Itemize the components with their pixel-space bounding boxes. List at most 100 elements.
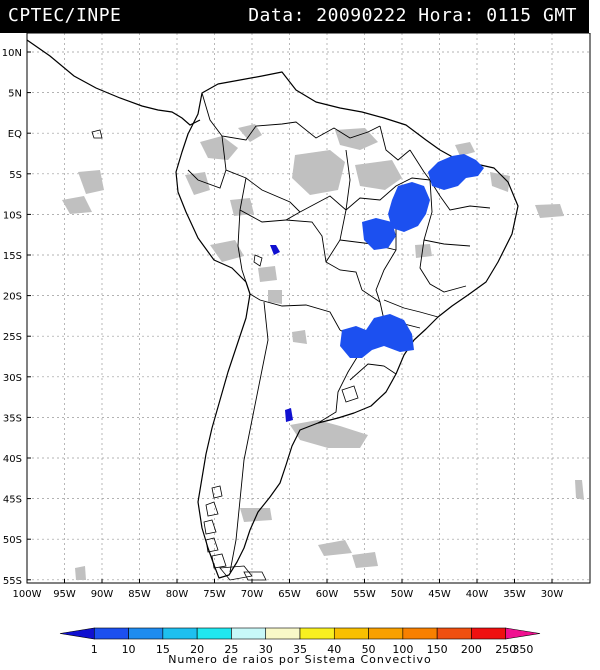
lat-label: 45S: [3, 495, 22, 506]
lon-label: 70W: [241, 589, 264, 600]
lake: [253, 254, 263, 267]
convective-system-small: [285, 408, 293, 422]
colorbar-boxes: [59, 627, 541, 640]
source-label: CPTEC/INPE: [8, 5, 122, 26]
colorbar-box: [162, 627, 198, 640]
colorbar-box: [333, 627, 369, 640]
lat-label: 20S: [3, 292, 22, 303]
datetime-label: Data: 20090222 Hora: 0115 GMT: [248, 5, 577, 26]
lon-label: 60W: [316, 589, 339, 600]
colorbar-box: [368, 627, 404, 640]
lat-label: 10S: [3, 210, 22, 221]
border: [187, 169, 227, 189]
island: [211, 485, 223, 499]
lat-label: 50S: [3, 535, 22, 546]
chile-archipelago: [203, 485, 267, 581]
lon-label: 65W: [278, 589, 301, 600]
lat-label: EQ: [8, 129, 22, 140]
lake: [91, 129, 103, 139]
lon-label: 85W: [128, 589, 151, 600]
colorbar-label: 40: [327, 643, 341, 654]
cloud-cover: [62, 124, 584, 580]
title-bar: CPTEC/INPE Data: 20090222 Hora: 0115 GMT: [0, 0, 589, 33]
colorbar-box: [505, 627, 541, 640]
border: [375, 218, 397, 303]
cloud-patch: [415, 244, 432, 258]
lat-label: 25S: [3, 332, 22, 343]
lon-label: 40W: [466, 589, 489, 600]
lake: [341, 385, 359, 403]
lat-label: 5N: [8, 89, 22, 100]
colorbar-label: 50: [362, 643, 376, 654]
map-frame: [27, 33, 590, 583]
cloud-patch: [62, 196, 92, 214]
lat-label: 40S: [3, 454, 22, 465]
colorbar-label: 350: [512, 643, 533, 654]
lon-label: 35W: [503, 589, 526, 600]
central-america-outline: [26, 39, 201, 126]
map: 10N5NEQ5S10S15S20S25S30S35S40S45S50S55S …: [2, 33, 591, 600]
island: [243, 571, 267, 581]
convective-system: [362, 218, 396, 250]
lon-label: 75W: [203, 589, 226, 600]
colorbar-box: [59, 627, 95, 640]
lon-label: 90W: [91, 589, 114, 600]
colorbar-label: 30: [259, 643, 273, 654]
border: [229, 301, 269, 573]
colorbar-label: 15: [156, 643, 170, 654]
colorbar-label: 1: [91, 643, 98, 654]
lakes: [91, 129, 359, 403]
border: [409, 149, 491, 211]
colorbar-title: Numero de raios por Sistema Convectivo: [168, 653, 432, 666]
colorbar-box: [436, 627, 472, 640]
colorbar-label: 150: [427, 643, 448, 654]
convective-system-small: [270, 245, 280, 255]
cloud-patch: [75, 566, 86, 580]
lat-label: 15S: [3, 251, 22, 262]
cloud-patch: [210, 240, 244, 262]
cloud-patch: [490, 172, 510, 192]
colorbar-box: [93, 627, 129, 640]
colorbar-label: 200: [461, 643, 482, 654]
lon-label: 80W: [166, 589, 189, 600]
cloud-patch: [240, 508, 272, 522]
cloud-patch: [292, 150, 345, 195]
latitude-labels: 10N 5N EQ 5S 10S 15S 20S 25S 30S 35S 40S 45S 50S 55S: [2, 48, 31, 587]
cloud-patch: [268, 290, 282, 304]
border: [221, 135, 301, 213]
cloud-patch: [575, 480, 584, 500]
convective-system: [388, 182, 430, 232]
border: [325, 149, 351, 263]
border: [423, 239, 471, 247]
cloud-patch: [238, 124, 262, 142]
lon-label: 45W: [428, 589, 451, 600]
border: [237, 209, 251, 295]
cloud-patch: [258, 266, 277, 282]
island: [211, 553, 227, 569]
border: [201, 92, 381, 141]
lon-label: 55W: [353, 589, 376, 600]
lat-label: 55S: [3, 576, 22, 587]
colorbar-label: 10: [122, 643, 136, 654]
colorbar-box: [196, 627, 232, 640]
island: [203, 519, 217, 535]
cloud-patch: [292, 330, 307, 344]
colorbar-box: [231, 627, 267, 640]
cloud-patch: [318, 540, 352, 556]
graticule: [27, 33, 590, 583]
colorbar-box: [265, 627, 301, 640]
cloud-patch: [352, 552, 378, 568]
cloud-patch: [200, 136, 238, 160]
lat-label: 10N: [2, 48, 22, 59]
colorbar-label: 35: [293, 643, 307, 654]
colorbar-box: [299, 627, 335, 640]
lat-label: 5S: [9, 170, 22, 181]
island: [205, 537, 219, 553]
longitude-labels: 100W 95W 90W 85W 80W 75W 70W 65W 60W 55W 50W 45W 40W…: [13, 579, 563, 600]
map-border: [26, 33, 591, 584]
border: [317, 345, 365, 424]
border: [249, 293, 341, 331]
convective-system: [340, 314, 414, 358]
